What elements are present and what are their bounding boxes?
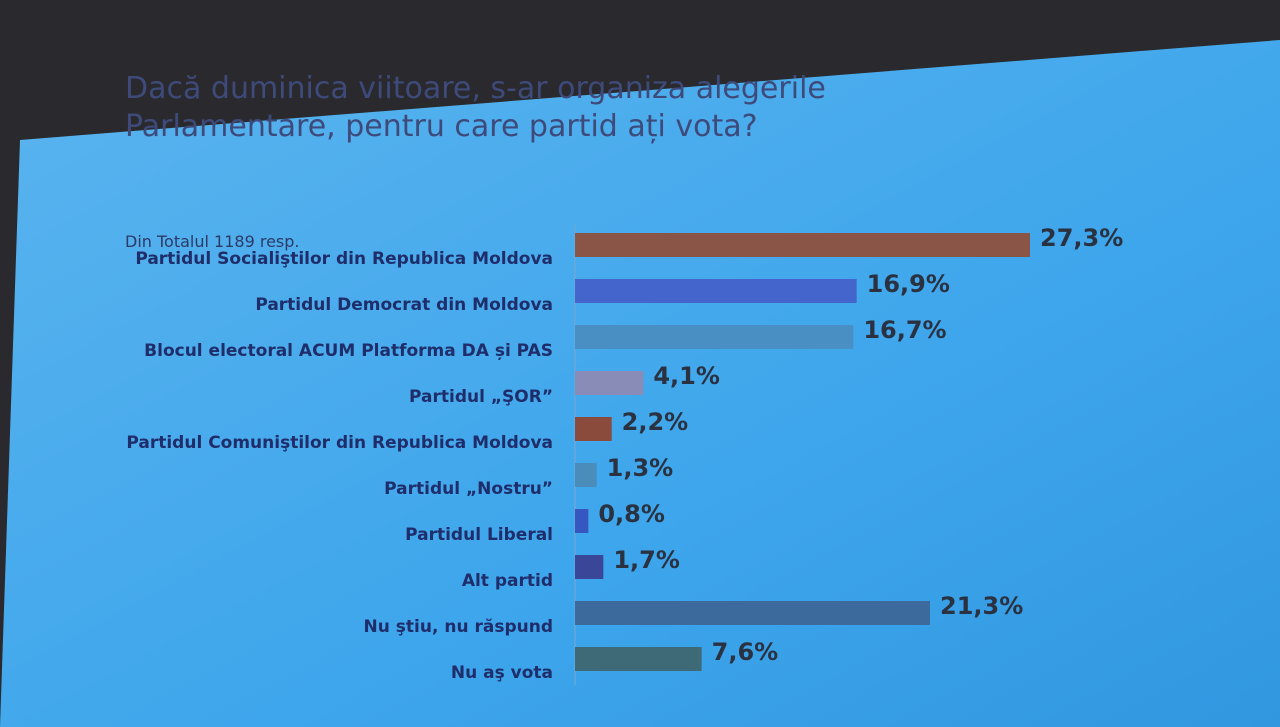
value-label: 1,7% [613, 546, 680, 574]
category-label: Partidul „Nostru” [384, 479, 553, 499]
bar [575, 601, 930, 625]
bar [575, 325, 854, 349]
bar [575, 417, 612, 441]
category-label: Alt partid [462, 571, 553, 591]
category-label: Partidul „ŞOR” [409, 387, 553, 407]
category-label: Nu ştiu, nu răspund [364, 617, 553, 637]
bar [575, 555, 604, 579]
value-label: 27,3% [1040, 224, 1123, 252]
bar [575, 371, 644, 395]
value-label: 1,3% [607, 454, 674, 482]
category-label: Partidul Comuniştilor din Republica Mold… [126, 433, 553, 453]
bar [575, 279, 857, 303]
value-label: 0,8% [598, 500, 665, 528]
value-label: 21,3% [940, 592, 1023, 620]
value-label: 2,2% [622, 408, 689, 436]
bar [575, 463, 597, 487]
bar [575, 233, 1030, 257]
value-label: 16,7% [863, 316, 946, 344]
chart-subtitle: Din Totalul 1189 resp. [125, 232, 300, 251]
value-label: 16,9% [867, 270, 950, 298]
category-label: Partidul Socialiştilor din Republica Mol… [135, 249, 553, 269]
category-label: Partidul Liberal [405, 525, 553, 545]
bar [575, 509, 589, 533]
category-label: Nu aş vota [451, 663, 553, 683]
value-label: 4,1% [653, 362, 720, 390]
bar [575, 647, 702, 671]
category-label: Blocul electoral ACUM Platforma DA și PA… [144, 341, 553, 361]
category-label: Partidul Democrat din Moldova [255, 295, 553, 315]
value-label: 7,6% [712, 638, 779, 666]
chart-title: Dacă duminica viitoare, s-ar organiza al… [125, 71, 826, 144]
